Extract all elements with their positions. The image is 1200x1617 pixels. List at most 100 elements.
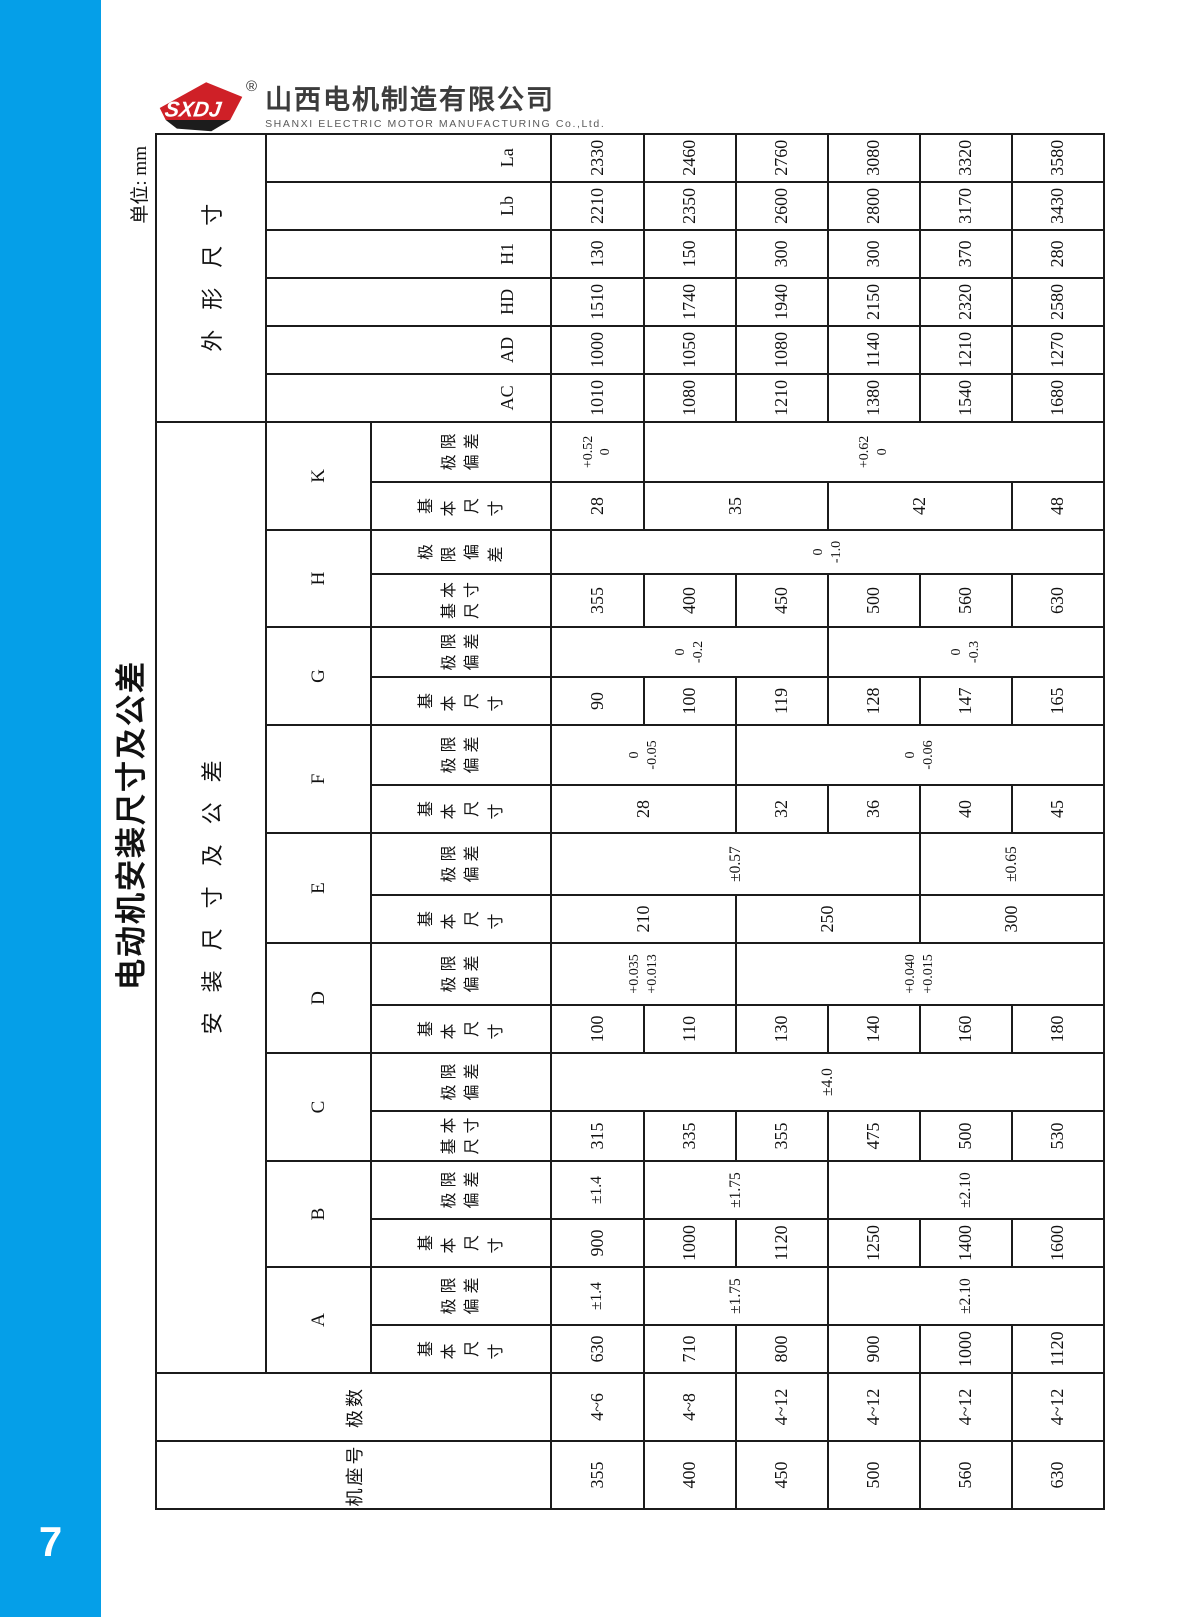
cell-Lb-630: 3430: [1011, 181, 1104, 230]
cell-Lb-355: 2210: [551, 181, 644, 230]
cell-F-basic-355-400: 28: [551, 785, 736, 833]
cell-A-basic-560: 1000: [919, 1325, 1012, 1373]
cell-B-dev-400-450: ±1.75: [643, 1161, 828, 1219]
cell-F-dev-450-630: 0 -0.06: [735, 725, 1104, 785]
cell-HD-500: 2150: [827, 277, 920, 326]
cell-Lb-560: 3170: [919, 181, 1012, 230]
cell-K-basic-400-450: 35: [643, 482, 828, 530]
company-names: 山西电机制造有限公司 SHANXI ELECTRIC MOTOR MANUFAC…: [265, 85, 605, 130]
cell-H1-630: 280: [1011, 229, 1104, 278]
cell-A-basic-355: 630: [551, 1325, 644, 1373]
cell-Lb-500: 2800: [827, 181, 920, 230]
cell-frame-630: 630: [1011, 1441, 1104, 1509]
header-letter-A: A: [266, 1267, 372, 1373]
cell-poles-560: 4~12: [919, 1373, 1012, 1441]
header-limit-E: 极限 偏差: [371, 833, 552, 895]
cell-poles-355: 4~6: [551, 1373, 644, 1441]
cell-F-basic-560: 40: [919, 785, 1012, 833]
cell-HD-630: 2580: [1011, 277, 1104, 326]
header-AC: AC: [266, 373, 552, 422]
cell-AD-630: 1270: [1011, 325, 1104, 374]
cell-G-basic-500: 128: [827, 677, 920, 725]
cell-frame-450: 450: [735, 1441, 828, 1509]
table-caption: 电动机安装尺寸及公差 单位: mm: [100, 140, 155, 1510]
cell-AD-560: 1210: [919, 325, 1012, 374]
cell-AD-450: 1080: [735, 325, 828, 374]
cell-AC-450: 1210: [735, 373, 828, 422]
cell-A-basic-630: 1120: [1011, 1325, 1104, 1373]
cell-H-basic-450: 450: [735, 574, 828, 627]
cell-B-basic-450: 1120: [735, 1219, 828, 1267]
cell-K-dev-400-630: +0.62 0: [643, 421, 1104, 482]
cell-D-basic-355: 100: [551, 1005, 644, 1053]
header-basic-A: 基本 尺寸: [371, 1325, 552, 1373]
cell-C-basic-355: 315: [551, 1111, 644, 1161]
cell-H-basic-560: 560: [919, 574, 1012, 627]
cell-H1-500: 300: [827, 229, 920, 278]
unit-label: 单位: mm: [130, 146, 151, 224]
header-letter-E: E: [266, 833, 372, 943]
cell-A-dev-400-450: ±1.75: [643, 1267, 828, 1325]
cell-G-basic-450: 119: [735, 677, 828, 725]
header-outline-group: 外形尺寸: [156, 133, 267, 422]
header-limit-G: 极限 偏差: [371, 627, 552, 677]
cell-G-basic-400: 100: [643, 677, 736, 725]
header-basic-H: 基本 尺寸: [371, 574, 552, 627]
table-row: 355 4~6 630 ±1.4 900 ±1.4 315 ±4.0 100 +…: [551, 133, 1104, 1509]
cell-C-basic-560: 500: [919, 1111, 1012, 1161]
header-frame: 机座号: [156, 1441, 552, 1509]
cell-AC-500: 1380: [827, 373, 920, 422]
cell-AD-500: 1140: [827, 325, 920, 374]
cell-AC-630: 1680: [1011, 373, 1104, 422]
table-title: 电动机安装尺寸及公差: [114, 660, 149, 990]
cell-Lb-450: 2600: [735, 181, 828, 230]
header-La: La: [266, 133, 552, 182]
cell-La-630: 3580: [1011, 133, 1104, 182]
cell-H-basic-355: 355: [551, 574, 644, 627]
cell-poles-500: 4~12: [827, 1373, 920, 1441]
company-name-cn: 山西电机制造有限公司: [265, 85, 556, 116]
cell-poles-400: 4~8: [643, 1373, 736, 1441]
cell-Lb-400: 2350: [643, 181, 736, 230]
cell-E-basic-560-630: 300: [919, 895, 1104, 943]
page-number: 7: [38, 1518, 63, 1565]
header-letter-C: C: [266, 1053, 372, 1161]
sxdj-logo-icon: SXDJ: [159, 82, 243, 132]
header-basic-E: 基本 尺寸: [371, 895, 552, 943]
cell-C-basic-400: 335: [643, 1111, 736, 1161]
header-letter-D: D: [266, 943, 372, 1053]
cell-E-basic-355-400: 210: [551, 895, 736, 943]
cell-La-400: 2460: [643, 133, 736, 182]
header-letter-F: F: [266, 725, 372, 833]
cell-F-dev-355-400: 0 -0.05: [551, 725, 736, 785]
cell-F-basic-450: 32: [735, 785, 828, 833]
rotated-table-region: 电动机安装尺寸及公差 单位: mm 机座号 极数 安装尺寸: [100, 133, 1105, 1510]
cell-H1-400: 150: [643, 229, 736, 278]
header-install-group: 安装尺寸及公差: [156, 421, 267, 1373]
cell-C-basic-450: 355: [735, 1111, 828, 1161]
cell-D-basic-400: 110: [643, 1005, 736, 1053]
cell-G-basic-355: 90: [551, 677, 644, 725]
cell-B-dev-355: ±1.4: [551, 1161, 644, 1219]
cell-H1-450: 300: [735, 229, 828, 278]
header-poles: 极数: [156, 1373, 552, 1441]
header-limit-H: 极限 偏差: [371, 530, 552, 574]
cell-poles-450: 4~12: [735, 1373, 828, 1441]
header-basic-C: 基本 尺寸: [371, 1111, 552, 1161]
cell-frame-560: 560: [919, 1441, 1012, 1509]
cell-D-basic-450: 130: [735, 1005, 828, 1053]
header-limit-K: 极限 偏差: [371, 421, 552, 482]
svg-text:SXDJ: SXDJ: [163, 97, 224, 122]
header-AD: AD: [266, 325, 552, 374]
cell-AC-560: 1540: [919, 373, 1012, 422]
header-basic-K: 基本 尺寸: [371, 482, 552, 530]
cell-H-basic-500: 500: [827, 574, 920, 627]
cell-La-500: 3080: [827, 133, 920, 182]
cell-AC-355: 1010: [551, 373, 644, 422]
cell-La-560: 3320: [919, 133, 1012, 182]
cell-HD-560: 2320: [919, 277, 1012, 326]
cell-D-dev-450-630: +0.040 +0.015: [735, 943, 1104, 1005]
cell-B-basic-560: 1400: [919, 1219, 1012, 1267]
cell-B-dev-500-630: ±2.10: [827, 1161, 1104, 1219]
